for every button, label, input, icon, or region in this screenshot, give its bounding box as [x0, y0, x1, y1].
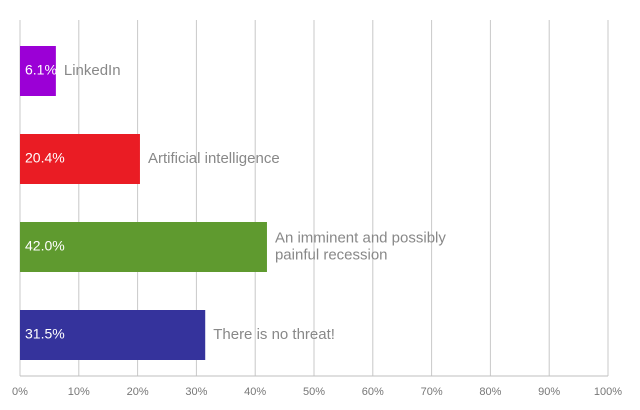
- bar: [20, 134, 140, 184]
- x-tick-label: 10%: [68, 386, 90, 398]
- category-label-line: An imminent and possibly: [275, 229, 446, 246]
- category-label-line: painful recession: [275, 246, 388, 263]
- x-tick-label: 50%: [303, 386, 325, 398]
- x-tick-label: 100%: [594, 386, 622, 398]
- bar-value-label: 6.1%: [25, 62, 57, 78]
- x-tick-label: 70%: [421, 386, 443, 398]
- x-tick-label: 30%: [185, 386, 207, 398]
- x-tick-label: 0%: [12, 386, 28, 398]
- bar: [20, 46, 56, 96]
- x-tick-label: 60%: [362, 386, 384, 398]
- grid-layer: [19, 20, 609, 377]
- bar: [20, 310, 206, 360]
- tick-layer: 0% 10% 20% 30% 40% 50% 60% 70% 80% 90% 100%: [12, 386, 622, 398]
- category-label: There is no threat!: [213, 326, 335, 343]
- bar-value-label: 20.4%: [25, 150, 65, 166]
- category-label: LinkedIn: [64, 62, 121, 79]
- x-tick-label: 90%: [538, 386, 560, 398]
- bar-value-label: 31.5%: [25, 326, 65, 342]
- bar-value-label: 42.0%: [25, 238, 65, 254]
- category-label: An imminent and possibly painful recessio…: [275, 229, 446, 263]
- x-tick-label: 40%: [244, 386, 266, 398]
- category-label: Artificial intelligence: [148, 150, 280, 167]
- bar-layer: [20, 46, 267, 360]
- bar: [20, 222, 267, 272]
- x-tick-label: 80%: [479, 386, 501, 398]
- label-layer: 6.1% LinkedIn 20.4% Artificial intelligence…: [25, 62, 446, 343]
- x-tick-label: 20%: [127, 386, 149, 398]
